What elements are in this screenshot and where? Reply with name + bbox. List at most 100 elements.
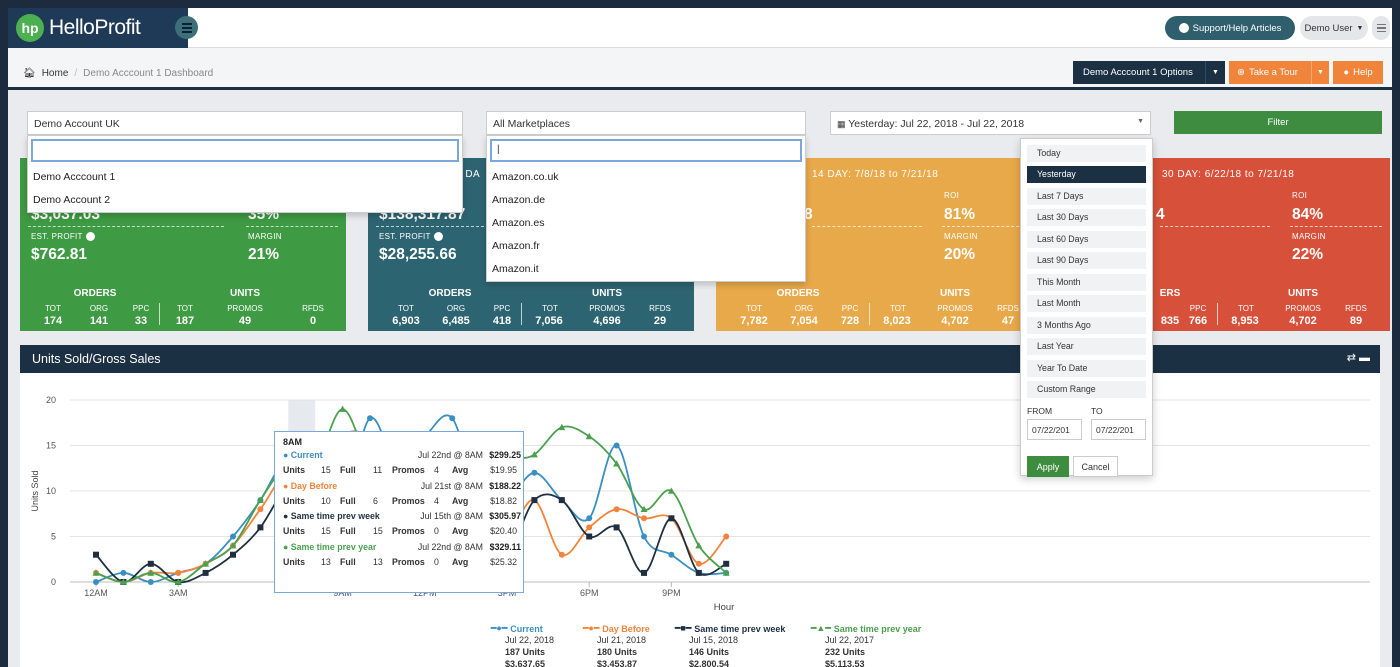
legend-name: Same time prev week (694, 623, 786, 634)
range-option-this-month[interactable]: This Month (1027, 274, 1146, 291)
info-icon[interactable] (433, 232, 443, 242)
range-option-last-90-days[interactable]: Last 90 Days (1027, 252, 1146, 269)
units-title: UNITS (592, 288, 622, 299)
tooltip-value: $299.25 (489, 450, 521, 460)
data-point-same-time-prev-year (667, 487, 675, 494)
user-menu-button[interactable]: Demo User ▼ (1300, 16, 1368, 40)
range-option-last-30-days[interactable]: Last 30 Days (1027, 209, 1146, 226)
legend-item-prev-week[interactable]: ━■━ Same time prev week Jul 15, 2018 146 … (675, 623, 785, 667)
legend-marker-icon: ━●━ (491, 623, 508, 633)
data-point-same-time-prev-week (641, 569, 647, 576)
chart-title: Units Sold/Gross Sales (32, 352, 161, 366)
tooltip-date: Jul 21st @ 8AM (420, 480, 483, 491)
support-help-button[interactable]: Support/Help Articles (1165, 16, 1295, 40)
chart-controls-icon[interactable]: ⇄ ▬ (1346, 352, 1370, 364)
take-tour-label: Take a Tour (1248, 67, 1298, 78)
data-point-same-time-prev-week (230, 551, 236, 558)
marketplace-search-input[interactable]: | (490, 139, 802, 162)
range-option-last-7-days[interactable]: Last 7 Days (1027, 188, 1146, 205)
data-point-same-time-prev-week (613, 524, 620, 531)
take-tour-button[interactable]: ⊕ Take a Tour ▼ (1229, 61, 1329, 84)
divider (1217, 303, 1218, 325)
tooltip-units-value: 15 (321, 526, 331, 537)
stat-value: 4,702 (941, 315, 969, 327)
help-button[interactable]: ● Help (1333, 61, 1383, 84)
stat-label: PPC (493, 304, 511, 313)
logo-panel[interactable]: hp HelloProfit (8, 8, 188, 48)
stat-value: 728 (840, 315, 860, 327)
data-point-day-before (586, 524, 593, 531)
range-option-last-year[interactable]: Last Year (1027, 338, 1146, 355)
card-header: 7 DA (456, 169, 481, 180)
account-options-button[interactable]: Demo Acccount 1 Options ▼ (1073, 61, 1225, 84)
date-range-select[interactable]: ▦ Yesterday: Jul 22, 2018 - Jul 22, 2018… (830, 111, 1151, 135)
account-option[interactable]: Demo Account 2 (33, 194, 111, 206)
legend-date: Jul 22, 2018 (505, 635, 555, 645)
breadcrumb-current: Demo Acccount 1 Dashboard (83, 68, 214, 79)
breadcrumb-home[interactable]: Home (41, 68, 69, 79)
apply-button[interactable]: Apply (1027, 456, 1069, 477)
account-option[interactable]: Demo Acccount 1 (33, 171, 116, 183)
margin-value: 21% (248, 246, 280, 263)
marketplace-select[interactable]: All Marketplaces (486, 111, 806, 135)
data-point-same-time-prev-week (695, 569, 702, 576)
account-dropdown: Demo Acccount 1 Demo Account 2 (27, 135, 463, 213)
tooltip-detail-row: Units 13 Full 13 Promos 0 Avg $25.32 (283, 557, 517, 572)
card-gross-value: 8 (804, 206, 813, 223)
tooltip-series-name: ● Same time prev week (283, 511, 380, 522)
range-option-year-to-date[interactable]: Year To Date (1027, 360, 1146, 377)
account-search-input[interactable] (31, 139, 459, 162)
stat-value: 0 (309, 315, 317, 327)
marketplace-option[interactable]: Amazon.de (492, 194, 546, 206)
roi-value: 81% (944, 206, 976, 223)
marketplace-option[interactable]: Amazon.es (492, 217, 545, 229)
range-option-custom[interactable]: Custom Range (1027, 381, 1146, 398)
date-range-dropdown: Today Yesterday Last 7 Days Last 30 Days… (1020, 138, 1153, 477)
range-option-today[interactable]: Today (1027, 145, 1146, 162)
marketplace-select-value: All Marketplaces (493, 118, 571, 130)
cancel-button[interactable]: Cancel (1073, 456, 1118, 477)
data-point-same-time-prev-year (202, 560, 210, 567)
stat-label: PPC (1189, 304, 1207, 313)
hamburger-icon[interactable] (1372, 16, 1390, 40)
marketplace-option[interactable]: Amazon.fr (492, 240, 540, 252)
data-point-current (147, 579, 154, 585)
logo-text: HelloProfit (49, 16, 141, 39)
units-title: UNITS (940, 288, 970, 299)
range-option-last-month[interactable]: Last Month (1027, 295, 1146, 312)
divider (942, 226, 1034, 227)
stat-value: 4,702 (1289, 315, 1317, 327)
margin-label: MARGIN (944, 232, 978, 241)
legend-item-prev-year[interactable]: ━▲━ Same time prev year Jul 22, 2017 232 … (811, 623, 921, 667)
legend-item-day-before[interactable]: ━●━ Day Before Jul 21, 2018 180 Units $3,… (583, 623, 650, 667)
legend-units: 232 Units (825, 647, 866, 657)
marketplace-option[interactable]: Amazon.co.uk (492, 171, 559, 183)
tooltip-avg-value: $18.82 (490, 495, 517, 506)
range-option-yesterday[interactable]: Yesterday (1027, 166, 1146, 183)
to-date-input[interactable]: 07/22/201 (1091, 419, 1146, 440)
legend-marker-icon: ━●━ (583, 623, 600, 633)
range-option-last-60-days[interactable]: Last 60 Days (1027, 231, 1146, 248)
filter-button[interactable]: Filter (1174, 111, 1382, 134)
from-date-input[interactable]: 07/22/201 (1027, 419, 1082, 440)
divider (869, 303, 870, 325)
legend-label: ━●━ Current (491, 623, 554, 634)
caret-down-icon[interactable]: ▼ (1205, 61, 1225, 84)
stat-label: TOT (542, 304, 558, 313)
to-label: TO (1091, 406, 1103, 416)
tooltip-detail-row: Units 15 Full 15 Promos 0 Avg $20.40 (283, 526, 517, 541)
tooltip-units-label: Units (283, 526, 305, 537)
legend-date: Jul 21, 2018 (597, 635, 647, 645)
caret-down-icon[interactable]: ▼ (1311, 61, 1329, 84)
info-icon[interactable] (85, 232, 95, 242)
marketplace-option[interactable]: Amazon.it (492, 263, 539, 275)
legend-item-current[interactable]: ━●━ Current Jul 22, 2018 187 Units $3,637… (491, 623, 554, 667)
stat-value: 8,023 (883, 315, 911, 327)
legend-units: 187 Units (505, 647, 546, 657)
tooltip-full-value: 11 (373, 465, 383, 476)
account-select[interactable]: Demo Account UK (27, 111, 463, 135)
sidebar-toggle-icon[interactable] (175, 16, 198, 39)
range-option-3-months-ago[interactable]: 3 Months Ago (1027, 317, 1146, 334)
data-point-same-time-prev-week (531, 497, 538, 504)
divider (159, 303, 160, 325)
